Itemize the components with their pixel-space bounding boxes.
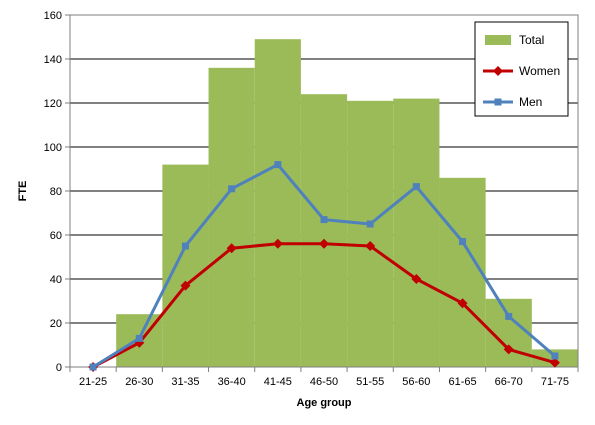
x-tick-label: 41-45 (264, 376, 292, 388)
point-women (226, 243, 237, 254)
point-men (320, 216, 328, 224)
legend-label-men: Men (519, 95, 542, 109)
x-tick-label: 56-60 (402, 376, 430, 388)
point-men (551, 352, 559, 360)
bar-series-total (116, 39, 578, 368)
point-women (457, 298, 468, 309)
x-axis-title: Age group (297, 397, 352, 409)
bar-total (162, 164, 209, 367)
point-women (549, 357, 560, 368)
bar-total (208, 67, 255, 368)
x-tick-label: 21-25 (79, 376, 107, 388)
point-women (411, 274, 422, 284)
legend-label-women: Women (519, 64, 560, 78)
x-tick-label: 31-35 (171, 376, 199, 388)
bar-total (439, 177, 486, 367)
x-tick-label: 46-50 (310, 376, 338, 388)
line-series (88, 161, 560, 372)
x-tick-label: 71-75 (541, 376, 569, 388)
point-men (412, 183, 420, 191)
x-tick-label: 66-70 (495, 376, 523, 388)
y-tick-label: 120 (44, 98, 62, 110)
legend: Total Women Men (474, 21, 569, 117)
y-tick-label: 0 (56, 362, 62, 374)
y-tick-label: 60 (50, 230, 62, 242)
legend-swatch-total (485, 35, 511, 45)
y-tick-label: 20 (50, 318, 62, 330)
point-women (272, 238, 283, 249)
y-tick-label: 100 (44, 142, 62, 154)
y-tick-label: 40 (50, 274, 62, 286)
bar-total (300, 94, 348, 367)
point-men (274, 161, 282, 169)
point-men (228, 185, 236, 193)
y-tick-label: 80 (50, 186, 62, 198)
bar-total (347, 100, 394, 368)
y-axis-title: FTE (17, 181, 29, 202)
point-women (503, 344, 514, 355)
tick-labels: 0 20 40 60 80 100 120 140 160 21-25 26-30 31-35 36-4… (44, 10, 569, 388)
point-men (366, 220, 374, 228)
point-men (135, 334, 143, 342)
x-tick-label: 36-40 (218, 376, 246, 388)
point-men (181, 242, 189, 250)
x-tick-label: 51-55 (356, 376, 384, 388)
point-women (365, 241, 376, 251)
point-men (89, 363, 97, 371)
bar-total (254, 39, 301, 367)
point-men (505, 312, 513, 320)
axes (65, 14, 579, 372)
y-tick-label: 160 (44, 10, 62, 22)
x-tick-label: 26-30 (125, 376, 153, 388)
legend-label-total: Total (519, 33, 544, 47)
legend-marker-men (494, 98, 502, 106)
point-men (459, 238, 467, 246)
x-tick-label: 61-65 (448, 376, 476, 388)
legend-marker-women (493, 66, 503, 76)
point-women (319, 238, 329, 249)
bar-total (393, 98, 440, 367)
point-women (180, 280, 191, 291)
y-tick-label: 140 (44, 54, 62, 66)
